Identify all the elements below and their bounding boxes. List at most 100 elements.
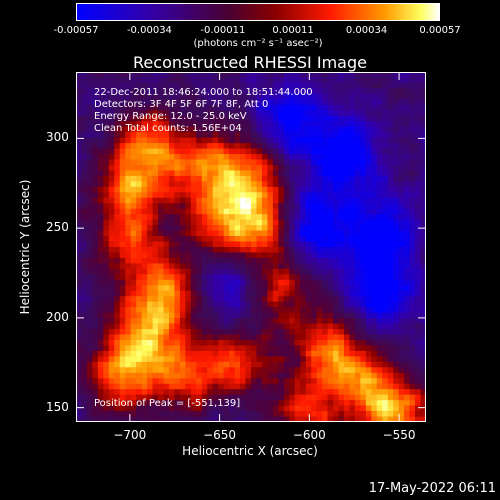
heatmap-cell xyxy=(311,132,317,138)
heatmap-cell xyxy=(322,372,328,379)
heatmap-cell xyxy=(371,400,378,406)
heatmap-cell xyxy=(97,93,104,100)
heatmap-cell xyxy=(92,175,99,182)
heatmap-cell xyxy=(365,208,372,215)
heatmap-cell xyxy=(261,181,268,188)
heatmap-cell xyxy=(338,77,345,84)
heatmap-cell xyxy=(81,296,88,302)
heatmap-cell xyxy=(333,241,339,248)
heatmap-cell xyxy=(415,154,421,160)
heatmap-cell xyxy=(267,361,274,368)
heatmap-cell xyxy=(163,252,170,259)
heatmap-cell xyxy=(179,77,186,84)
heatmap-cell xyxy=(86,192,93,199)
heatmap-cell xyxy=(272,219,279,226)
heatmap-cell xyxy=(316,159,323,166)
heatmap-cell xyxy=(311,72,317,78)
heatmap-cell xyxy=(218,274,224,281)
heatmap-cell xyxy=(398,126,405,133)
heatmap-cell xyxy=(376,181,383,188)
heatmap-cell xyxy=(316,268,323,275)
heatmap-cell xyxy=(103,372,110,379)
heatmap-cell xyxy=(289,394,296,401)
heatmap-cell xyxy=(185,334,192,341)
heatmap-cell xyxy=(311,186,317,193)
heatmap-cell xyxy=(420,268,426,275)
heatmap-cell xyxy=(103,279,110,286)
heatmap-cell xyxy=(147,159,153,166)
heatmap-cell xyxy=(387,323,394,330)
heatmap-cell xyxy=(365,164,372,171)
heatmap-cell xyxy=(283,252,290,259)
heatmap-cell xyxy=(97,405,104,412)
heatmap-cell xyxy=(393,329,399,335)
heatmap-cell xyxy=(311,214,317,220)
heatmap-cell xyxy=(327,203,334,210)
heatmap-cell xyxy=(245,252,252,259)
heatmap-cell xyxy=(251,372,257,379)
heatmap-cell xyxy=(338,159,345,166)
heatmap-cell xyxy=(398,72,405,78)
heatmap-cell xyxy=(404,214,410,220)
heatmap-cell xyxy=(256,219,263,226)
heatmap-cell xyxy=(86,400,93,406)
heatmap-cell xyxy=(311,99,317,106)
heatmap-cell xyxy=(289,312,296,319)
heatmap-cell xyxy=(119,170,126,177)
heatmap-cell xyxy=(108,285,115,292)
heatmap-cell xyxy=(174,307,181,313)
heatmap-cell xyxy=(119,192,126,199)
heatmap-cell xyxy=(97,400,104,406)
heatmap-cell xyxy=(305,318,312,324)
timestamp: 17-May-2022 06:11 xyxy=(368,481,496,496)
heatmap-cell xyxy=(234,154,241,160)
heatmap-cell xyxy=(218,394,224,401)
heatmap-cell xyxy=(185,181,192,188)
heatmap-cell xyxy=(179,115,186,122)
heatmap-cell xyxy=(240,400,246,406)
heatmap-cell xyxy=(130,72,137,78)
heatmap-cell xyxy=(365,372,372,379)
heatmap-cell xyxy=(207,208,214,215)
heatmap-cell xyxy=(251,290,257,297)
heatmap-cell xyxy=(130,247,137,253)
heatmap-cell xyxy=(398,132,405,138)
heatmap-cell xyxy=(387,301,394,308)
heatmap-cell xyxy=(174,252,181,259)
heatmap-cell xyxy=(97,72,104,78)
heatmap-cell xyxy=(371,121,378,127)
heatmap-cell xyxy=(86,257,93,264)
heatmap-cell xyxy=(376,285,383,292)
heatmap-cell xyxy=(103,186,110,193)
heatmap-cell xyxy=(409,378,416,385)
heatmap-cell xyxy=(343,356,350,363)
heatmap-cell xyxy=(376,279,383,286)
heatmap-cell xyxy=(393,110,399,117)
heatmap-cell xyxy=(163,214,170,220)
heatmap-cell xyxy=(343,389,350,395)
heatmap-cell xyxy=(283,186,290,193)
heatmap-cell xyxy=(251,143,257,149)
heatmap-cell xyxy=(322,329,328,335)
heatmap-cell xyxy=(376,236,383,242)
heatmap-cell xyxy=(196,411,203,417)
heatmap-cell xyxy=(398,274,405,281)
heatmap-cell xyxy=(354,203,361,210)
heatmap-cell xyxy=(114,236,121,242)
heatmap-cell xyxy=(415,236,421,242)
heatmap-cell xyxy=(404,115,410,122)
heatmap-cell xyxy=(305,285,312,292)
heatmap-cell xyxy=(278,126,285,133)
heatmap-cell xyxy=(398,164,405,171)
heatmap-cell xyxy=(409,82,416,89)
heatmap-cell xyxy=(305,137,312,144)
heatmap-cell xyxy=(190,405,197,412)
heatmap-cell xyxy=(196,170,203,177)
heatmap-cell xyxy=(212,263,219,270)
heatmap-cell xyxy=(136,181,142,188)
heatmap-cell xyxy=(272,263,279,270)
heatmap-cell xyxy=(267,318,274,324)
heatmap-cell xyxy=(212,148,219,155)
heatmap-cell xyxy=(300,394,306,401)
heatmap-cell xyxy=(147,230,153,237)
